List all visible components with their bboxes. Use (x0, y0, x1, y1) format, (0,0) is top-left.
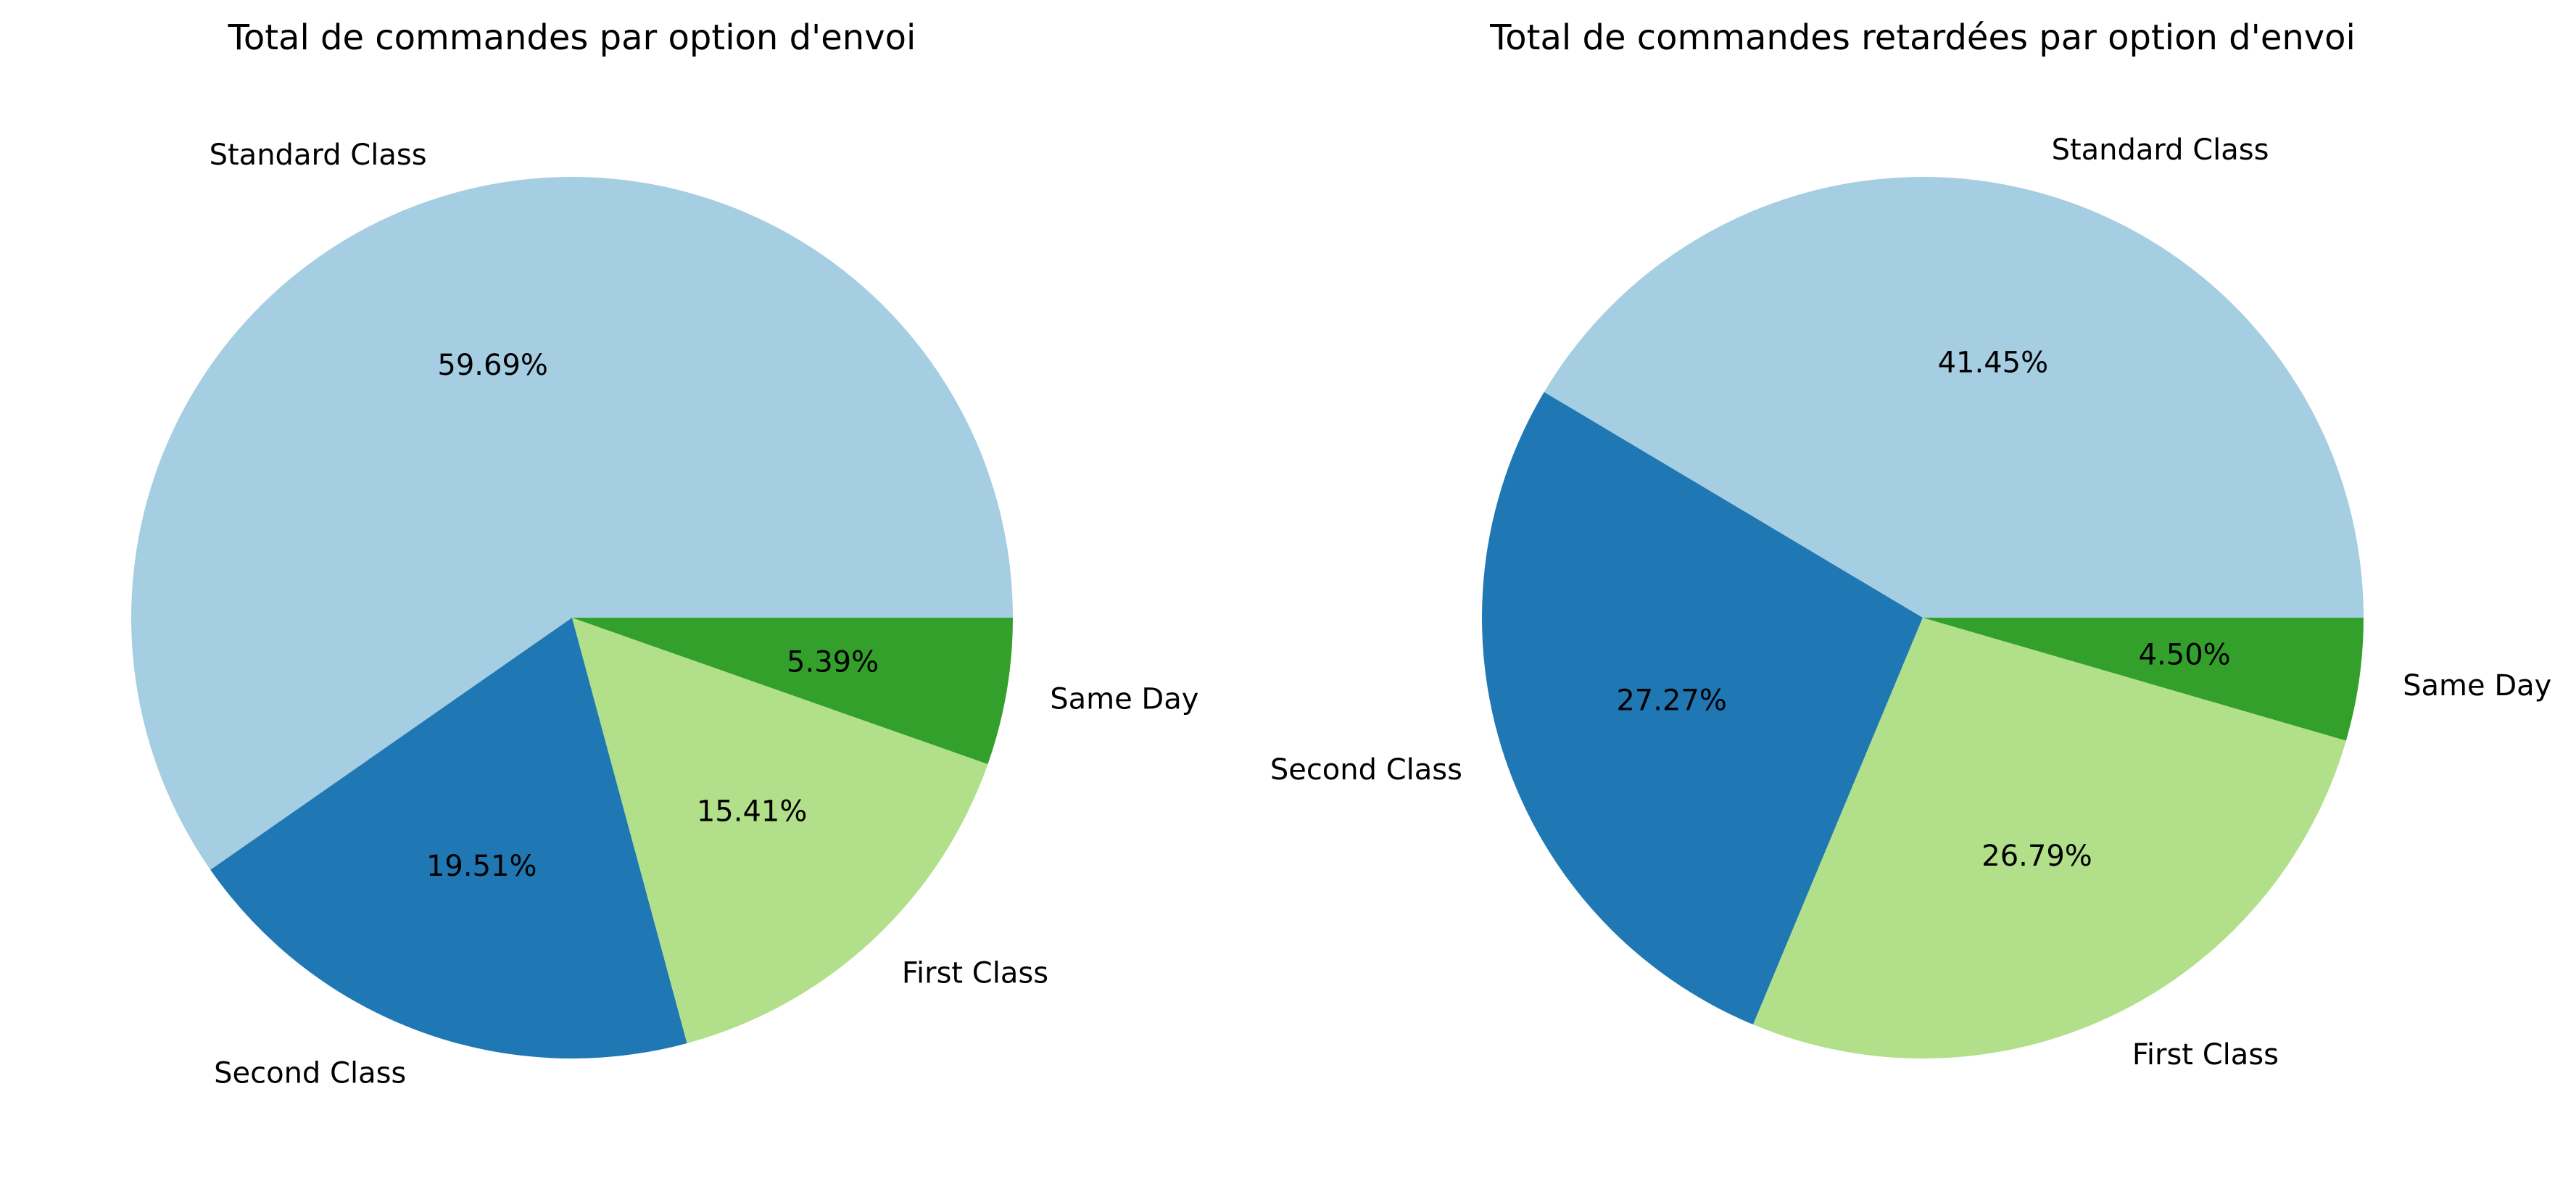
pct-label-same-day: 4.50% (2139, 638, 2231, 671)
pie-labels: Standard Class 59.69% Second Class 19.51% Fi… (210, 138, 1199, 1090)
pie-slice-same-day (1923, 618, 2364, 741)
pct-label-standard-class: 41.45% (1938, 346, 2049, 379)
pie-slice-standard-class (131, 176, 1013, 870)
pie-slice-same-day (572, 618, 1013, 764)
pct-label-standard-class: 59.69% (437, 349, 548, 382)
pct-label-first-class: 15.41% (697, 795, 808, 828)
pie-slice-second-class (1482, 392, 1923, 1025)
slice-label-standard-class: Standard Class (2052, 133, 2269, 167)
chart-title: Total de commandes par option d'envoi (228, 17, 916, 58)
pie-slice-first-class (1753, 618, 2346, 1058)
pie-slice-first-class (572, 618, 988, 1043)
pct-label-second-class: 19.51% (426, 850, 537, 883)
slice-label-second-class: Second Class (1270, 753, 1462, 787)
slice-label-same-day: Same Day (1050, 683, 1198, 716)
pct-label-first-class: 26.79% (1981, 840, 2092, 873)
slice-label-standard-class: Standard Class (210, 138, 427, 172)
pie-chart-delayed-orders: Total de commandes retardées par option … (1270, 17, 2551, 1072)
pct-label-same-day: 5.39% (787, 645, 879, 679)
slice-label-first-class: First Class (2132, 1038, 2279, 1072)
pie-chart-total-orders: Total de commandes par option d'envoi St… (131, 17, 1198, 1090)
slice-label-same-day: Same Day (2403, 669, 2551, 703)
slice-label-first-class: First Class (902, 956, 1048, 990)
slice-label-second-class: Second Class (214, 1056, 406, 1090)
chart-title: Total de commandes retardées par option … (1489, 17, 2356, 58)
pct-label-second-class: 27.27% (1616, 684, 1727, 717)
pie-slices (131, 176, 1013, 1058)
pie-labels: Standard Class 41.45% Second Class 27.27% Fi… (1270, 133, 2551, 1072)
pie-slices (1482, 177, 2364, 1058)
pie-slice-second-class (210, 618, 687, 1058)
pie-slice-standard-class (1544, 177, 2364, 618)
